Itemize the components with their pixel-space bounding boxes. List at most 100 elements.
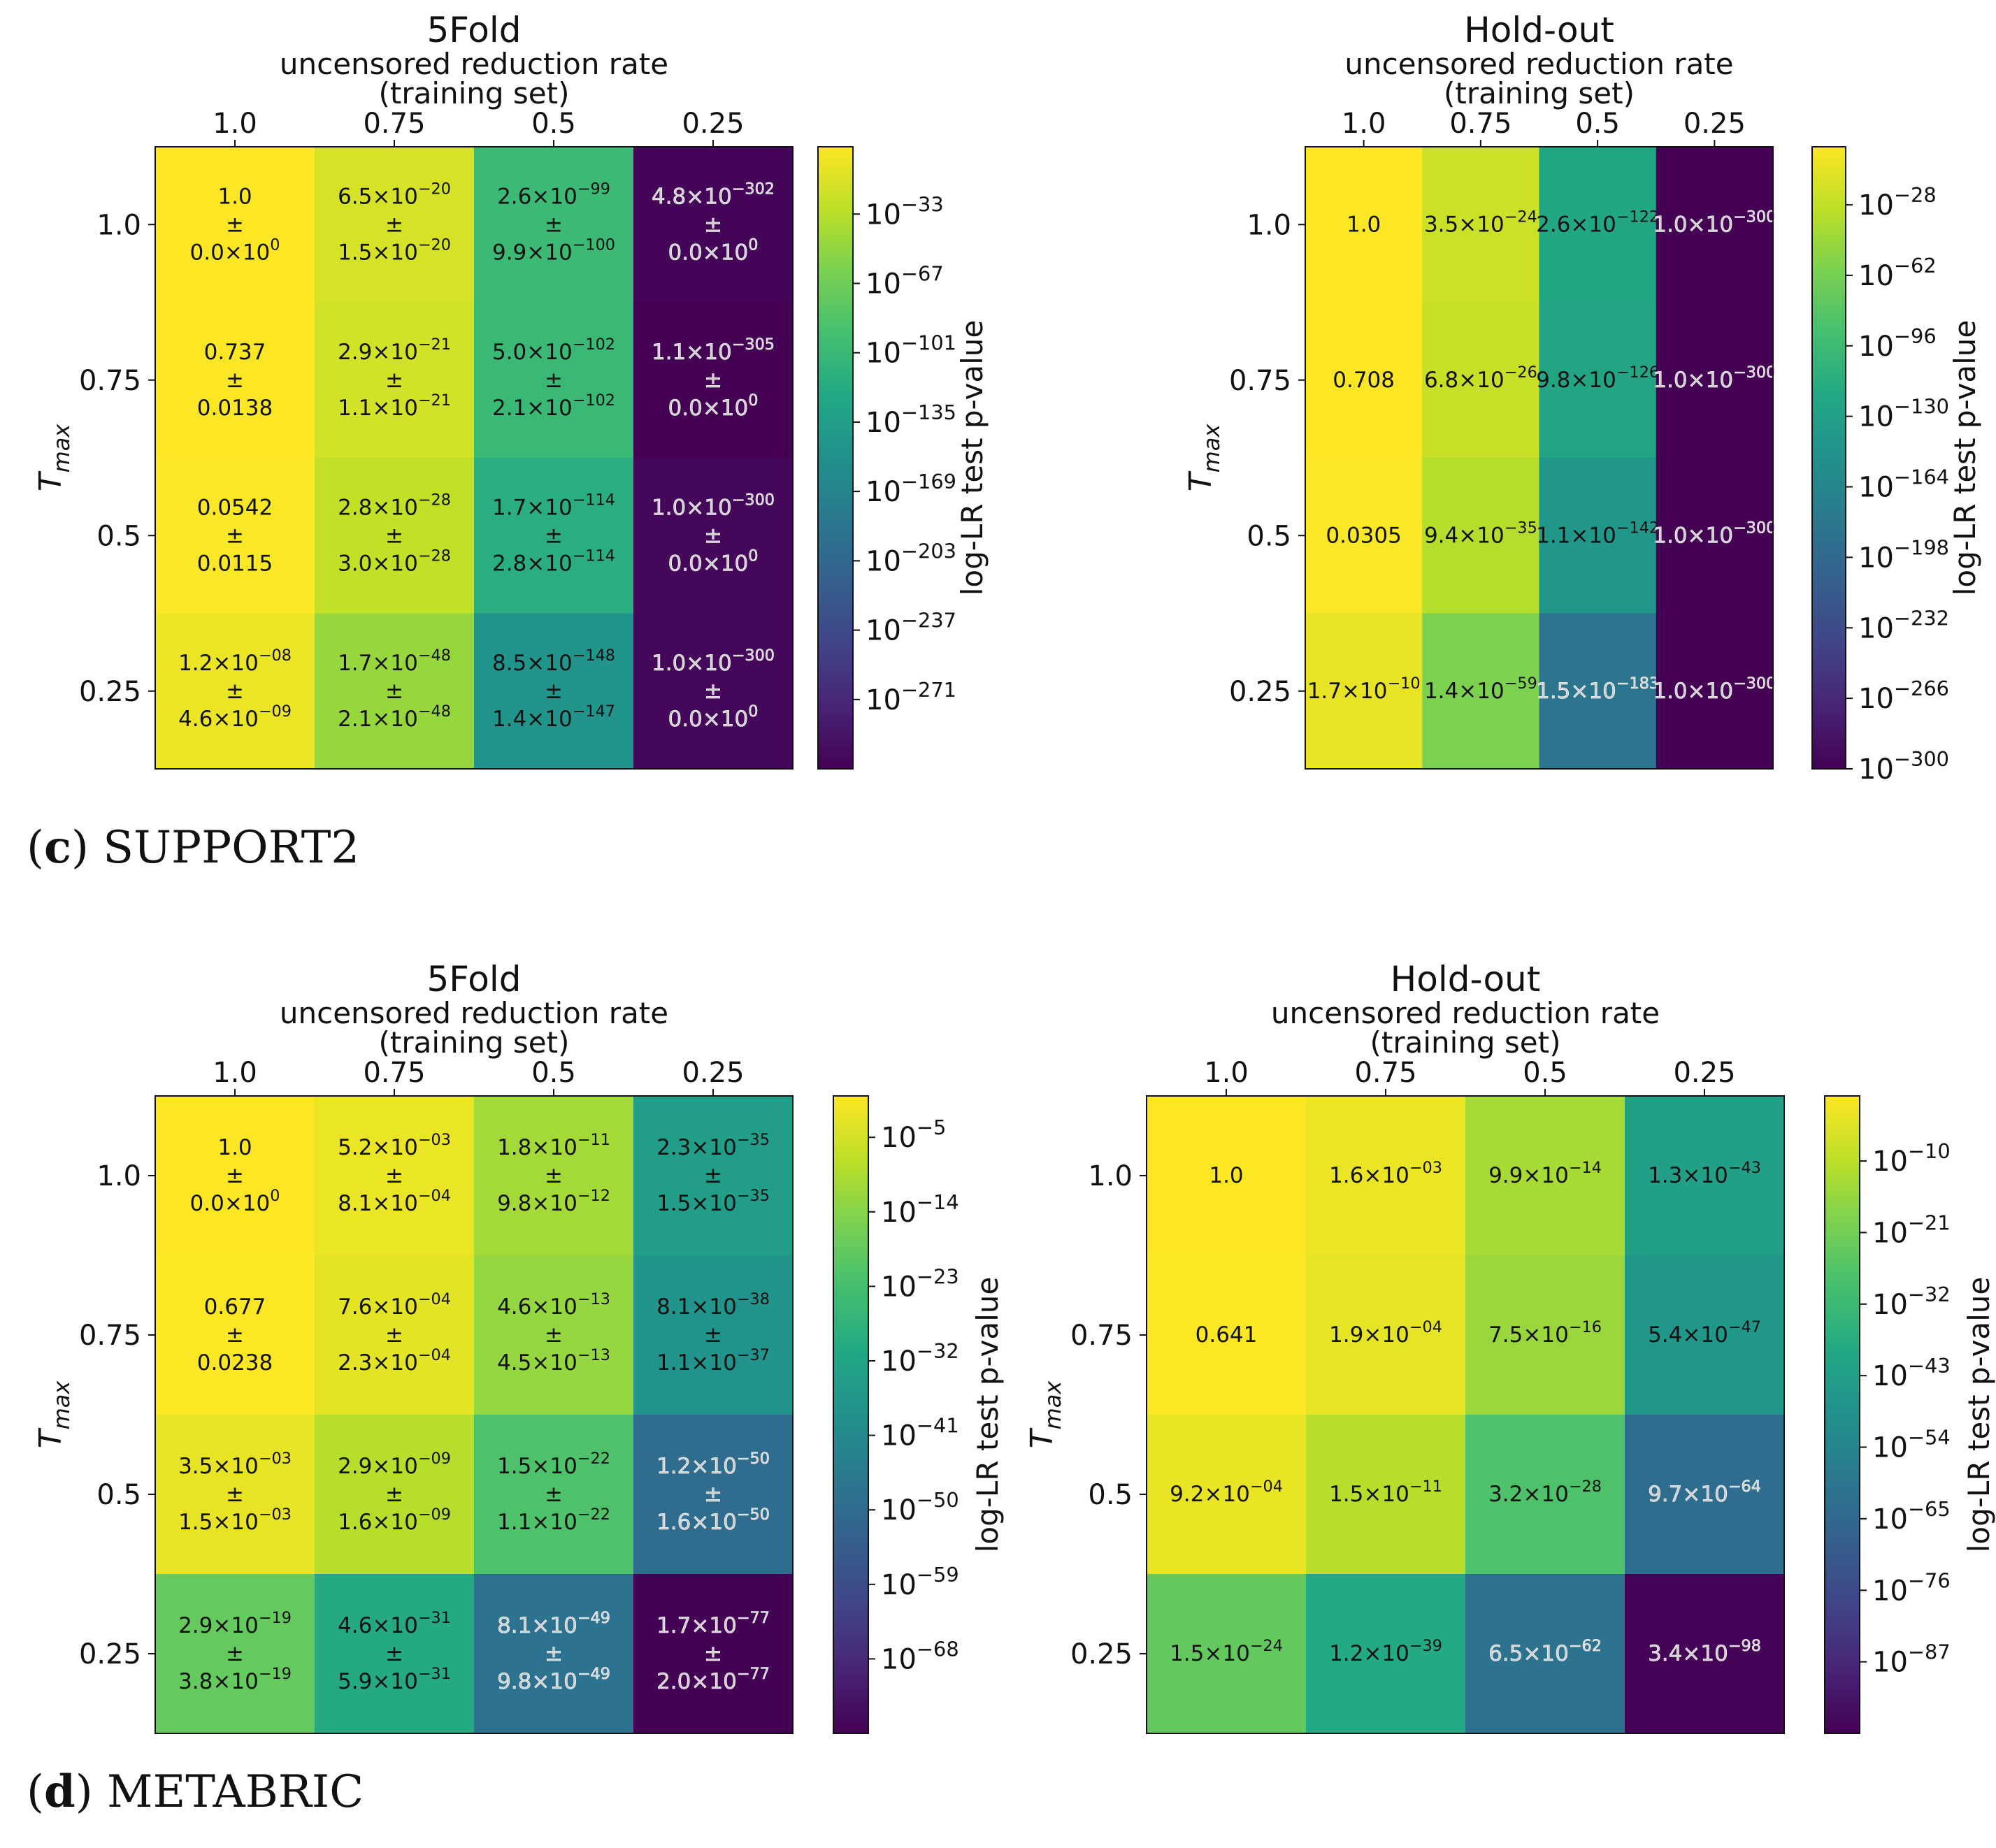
cell-value-label: 1.7×10−10 bbox=[1307, 674, 1421, 704]
cell-plusminus: ± bbox=[704, 368, 722, 393]
y-tick-label: 0.5 bbox=[1088, 1479, 1133, 1511]
heatmap-cell bbox=[1422, 458, 1539, 614]
cell-value-label: 1.3×10−43 bbox=[1648, 1159, 1761, 1188]
colorbar-tick-label: 10−65 bbox=[1872, 1497, 1951, 1536]
colorbar-tick-label: 10−59 bbox=[881, 1563, 959, 1601]
heatmap-cell bbox=[633, 1574, 794, 1734]
cell-mean-label: 4.8×10−302 bbox=[652, 180, 775, 209]
heatmap-cell bbox=[1147, 1415, 1307, 1575]
heatmap-cell bbox=[1306, 1255, 1466, 1415]
heatmap-cell bbox=[315, 1574, 475, 1734]
y-tick-label: 1.0 bbox=[1088, 1160, 1133, 1192]
heatmap-cell bbox=[1625, 1096, 1785, 1256]
y-axis-label: Tmax bbox=[33, 1380, 75, 1449]
colorbar-tick-label: 10−50 bbox=[881, 1488, 959, 1526]
x-axis-label-sub: (training set) bbox=[378, 76, 569, 110]
heatmap-frame bbox=[155, 1095, 794, 1734]
y-tick-label: 1.0 bbox=[1247, 209, 1291, 241]
cell-plusminus: ± bbox=[385, 523, 403, 548]
cell-plusminus: ± bbox=[385, 1322, 403, 1348]
cell-mean-label: 0.0542 bbox=[197, 495, 273, 520]
cell-value-label: 6.5×10−62 bbox=[1488, 1637, 1602, 1666]
cell-std-label: 1.5×10−35 bbox=[656, 1187, 770, 1216]
colorbar-tick-label: 10−203 bbox=[866, 539, 956, 577]
colorbar-tick-label: 10−300 bbox=[1858, 747, 1949, 786]
x-tick-label: 0.5 bbox=[1575, 108, 1620, 140]
heatmap-cell bbox=[315, 458, 475, 614]
heatmap-cell bbox=[474, 1415, 634, 1575]
heatmap-cell bbox=[155, 1255, 315, 1415]
cell-plusminus: ± bbox=[385, 1641, 403, 1666]
heatmap-cell bbox=[1539, 458, 1657, 614]
x-axis-label-sub: (training set) bbox=[378, 1025, 569, 1060]
colorbar-tick-label: 10−32 bbox=[1872, 1283, 1951, 1321]
colorbar-tick-label: 10−135 bbox=[866, 400, 956, 439]
y-tick-label: 0.75 bbox=[79, 365, 141, 397]
colorbar-tick-label: 10−271 bbox=[866, 678, 956, 716]
x-axis-label-sub: (training set) bbox=[1370, 1025, 1560, 1060]
heatmap-cell bbox=[1625, 1255, 1785, 1415]
cell-value-label: 1.0×10−300 bbox=[1653, 674, 1776, 704]
heatmap-cell bbox=[1539, 302, 1657, 459]
cell-plusminus: ± bbox=[226, 1641, 244, 1666]
heatmap-cell bbox=[1305, 147, 1423, 303]
cell-mean-label: 8.1×10−38 bbox=[656, 1290, 770, 1320]
cell-value-label: 1.0×10−300 bbox=[1653, 363, 1776, 393]
x-tick-label: 0.25 bbox=[682, 1057, 744, 1089]
cell-mean-label: 5.0×10−102 bbox=[492, 335, 615, 365]
cell-value-label: 6.8×10−26 bbox=[1424, 363, 1537, 393]
colorbar-tick-label: 10−198 bbox=[1858, 535, 1949, 574]
cell-value-label: 0.0305 bbox=[1326, 523, 1401, 548]
cell-mean-label: 2.9×10−09 bbox=[338, 1450, 451, 1479]
colorbar-tick-label: 10−67 bbox=[866, 262, 944, 301]
heatmap-cell bbox=[1625, 1415, 1785, 1575]
cell-std-label: 1.6×10−09 bbox=[338, 1506, 451, 1535]
cell-plusminus: ± bbox=[545, 212, 563, 237]
cell-std-label: 0.0×100 bbox=[190, 236, 280, 265]
cell-mean-label: 7.6×10−04 bbox=[338, 1290, 451, 1320]
cell-value-label: 0.641 bbox=[1196, 1322, 1258, 1348]
caption-title: SUPPORT2 bbox=[103, 822, 360, 874]
cell-std-label: 1.1×10−37 bbox=[656, 1346, 770, 1376]
cell-std-label: 0.0×100 bbox=[668, 391, 759, 421]
y-tick-label: 1.0 bbox=[96, 209, 141, 241]
heatmap-cell bbox=[1656, 302, 1774, 459]
colorbar-tick-label: 10−87 bbox=[1872, 1640, 1951, 1679]
cell-mean-label: 1.0 bbox=[217, 1135, 252, 1160]
colorbar-tick-label: 10−21 bbox=[1872, 1211, 1951, 1249]
heatmap-cell bbox=[633, 458, 794, 614]
heatmap-cell bbox=[155, 1096, 315, 1256]
heatmap-cell bbox=[315, 1415, 475, 1575]
heatmap-cell bbox=[1465, 1255, 1625, 1415]
x-tick-label: 0.25 bbox=[682, 108, 744, 140]
colorbar bbox=[1824, 1095, 1860, 1734]
cell-mean-label: 2.8×10−28 bbox=[338, 491, 451, 520]
colorbar-label: log-LR test p-value bbox=[970, 1277, 1005, 1553]
cell-plusminus: ± bbox=[226, 1163, 244, 1188]
colorbar-label: log-LR test p-value bbox=[1962, 1277, 1996, 1553]
cell-mean-label: 4.6×10−13 bbox=[497, 1290, 610, 1320]
cell-value-label: 1.0 bbox=[1209, 1163, 1243, 1188]
cell-plusminus: ± bbox=[226, 523, 244, 548]
cell-plusminus: ± bbox=[385, 368, 403, 393]
heatmap-cell bbox=[1422, 302, 1539, 459]
cell-std-label: 1.5×10−20 bbox=[338, 236, 451, 265]
cell-mean-label: 2.3×10−35 bbox=[656, 1131, 770, 1160]
cell-value-label: 7.5×10−16 bbox=[1488, 1318, 1602, 1348]
colorbar-tick-label: 10−33 bbox=[866, 192, 944, 231]
y-tick-label: 0.25 bbox=[79, 676, 141, 708]
cell-plusminus: ± bbox=[385, 1482, 403, 1507]
cell-std-label: 5.9×10−31 bbox=[338, 1665, 451, 1694]
colorbar bbox=[833, 1095, 869, 1734]
y-axis-label: Tmax bbox=[1024, 1380, 1066, 1449]
x-tick-label: 0.75 bbox=[1449, 108, 1512, 140]
x-tick-label: 1.0 bbox=[213, 1057, 257, 1089]
cell-std-label: 0.0×100 bbox=[668, 547, 759, 576]
heatmap-cell bbox=[633, 302, 794, 459]
cell-mean-label: 0.677 bbox=[204, 1294, 266, 1320]
cell-value-label: 2.6×10−122 bbox=[1536, 208, 1659, 237]
colorbar-tick-label: 10−28 bbox=[1858, 183, 1937, 222]
heatmap-cell bbox=[1305, 613, 1423, 770]
